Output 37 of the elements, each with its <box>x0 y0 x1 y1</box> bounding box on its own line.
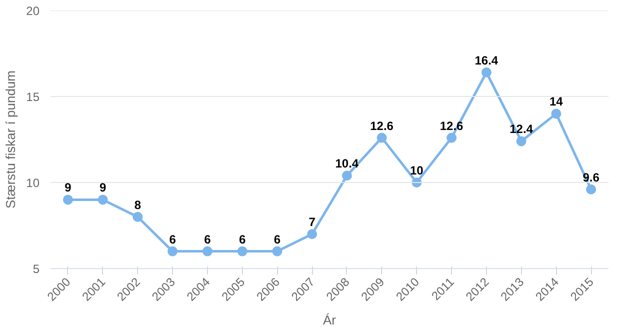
point <box>307 229 318 240</box>
point <box>202 246 212 256</box>
point <box>272 246 282 256</box>
point <box>237 246 248 256</box>
data-label: 10 <box>410 164 424 178</box>
data-label: 9 <box>99 180 106 195</box>
data-label: 6 <box>169 232 176 246</box>
data-label: 14 <box>550 94 564 109</box>
data-label: 9.6 <box>582 170 600 184</box>
point <box>481 67 492 78</box>
point <box>132 212 143 222</box>
x-axis-title: Ár <box>323 312 337 328</box>
point <box>168 246 178 256</box>
data-label: 10.4 <box>335 156 359 171</box>
point <box>98 194 108 205</box>
data-label: 6 <box>274 232 281 246</box>
point <box>516 136 526 146</box>
point <box>342 170 352 181</box>
point <box>551 108 562 119</box>
data-label: 6 <box>238 232 246 246</box>
data-label: 12.6 <box>440 118 464 133</box>
y-tick-label: 15 <box>26 90 40 104</box>
point <box>446 132 457 143</box>
data-label: 9 <box>64 180 72 195</box>
data-label: 12.6 <box>370 118 394 133</box>
data-label: 8 <box>134 198 142 212</box>
data-label: 12.4 <box>510 122 534 136</box>
y-axis-title: Stærstu fiskar í pundum <box>3 70 18 208</box>
point <box>376 132 387 143</box>
data-label: 6 <box>204 232 212 246</box>
y-tick-label: 20 <box>26 4 40 18</box>
point <box>62 194 73 205</box>
data-label: 16.4 <box>474 53 498 68</box>
y-tick-label: 10 <box>26 176 40 190</box>
y-tick-label: 5 <box>32 262 40 276</box>
point <box>586 184 596 194</box>
data-label: 7 <box>308 215 316 230</box>
